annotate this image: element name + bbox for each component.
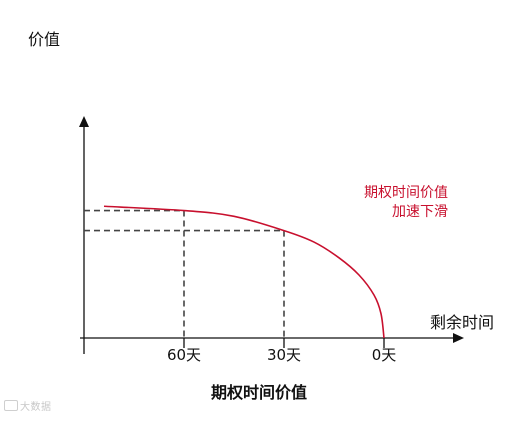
watermark-text: 大数据 (20, 402, 52, 413)
watermark-icon (4, 400, 18, 411)
y-axis-arrow (79, 116, 89, 128)
y-axis-label: 价值 (28, 30, 60, 49)
x-tick-label-3: 0天 (372, 346, 397, 364)
watermark: 大数据 (4, 398, 52, 413)
curve-annotation-line-1: 期权时间价值 (364, 185, 448, 201)
time-value-curve (103, 205, 385, 339)
chart-title: 期权时间价值 (211, 383, 307, 402)
x-axis-arrow (453, 333, 464, 343)
x-axis-label: 剩余时间 (430, 313, 494, 332)
x-tick-label-1: 60天 (167, 346, 201, 364)
curve-annotation-line-2: 加速下滑 (392, 203, 448, 220)
x-tick-label-2: 30天 (267, 346, 301, 364)
